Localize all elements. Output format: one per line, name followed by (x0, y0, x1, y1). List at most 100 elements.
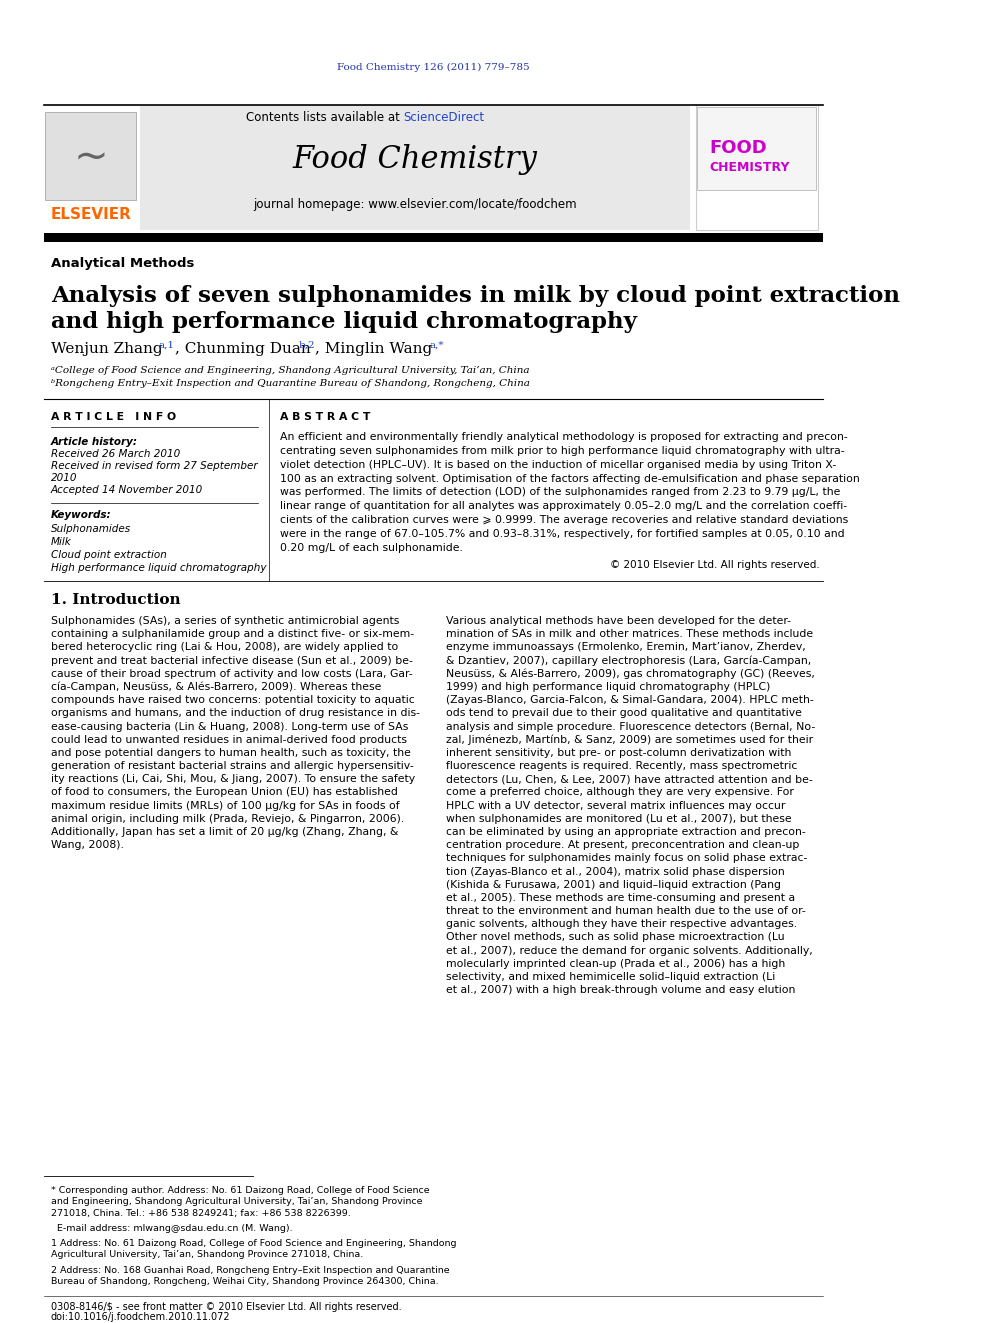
Text: Other novel methods, such as solid phase microextraction (Lu: Other novel methods, such as solid phase… (445, 933, 785, 942)
Text: when sulphonamides are monitored (Lu et al., 2007), but these: when sulphonamides are monitored (Lu et … (445, 814, 792, 824)
Text: journal homepage: www.elsevier.com/locate/foodchem: journal homepage: www.elsevier.com/locat… (253, 198, 577, 212)
Text: Analysis of seven sulphonamides in milk by cloud point extraction: Analysis of seven sulphonamides in milk … (51, 284, 900, 307)
Text: * Corresponding author. Address: No. 61 Daizong Road, College of Food Science: * Corresponding author. Address: No. 61 … (51, 1185, 430, 1195)
Text: Bureau of Shandong, Rongcheng, Weihai City, Shandong Province 264300, China.: Bureau of Shandong, Rongcheng, Weihai Ci… (51, 1277, 438, 1286)
Text: inherent sensitivity, but pre- or post-column derivatization with: inherent sensitivity, but pre- or post-c… (445, 747, 791, 758)
Text: ity reactions (Li, Cai, Shi, Mou, & Jiang, 2007). To ensure the safety: ity reactions (Li, Cai, Shi, Mou, & Jian… (51, 774, 415, 785)
Text: 100 as an extracting solvent. Optimisation of the factors affecting de-emulsific: 100 as an extracting solvent. Optimisati… (280, 474, 859, 484)
Text: ᵇRongcheng Entry–Exit Inspection and Quarantine Bureau of Shandong, Rongcheng, C: ᵇRongcheng Entry–Exit Inspection and Qua… (51, 378, 530, 388)
Text: Milk: Milk (51, 537, 71, 548)
Text: maximum residue limits (MRLs) of 100 μg/kg for SAs in foods of: maximum residue limits (MRLs) of 100 μg/… (51, 800, 400, 811)
Text: centration procedure. At present, preconcentration and clean-up: centration procedure. At present, precon… (445, 840, 799, 851)
Text: Food Chemistry: Food Chemistry (293, 144, 538, 175)
Text: Agricultural University, Tai’an, Shandong Province 271018, China.: Agricultural University, Tai’an, Shandon… (51, 1250, 363, 1259)
Text: zal, Jiménezb, Martínb, & Sanz, 2009) are sometimes used for their: zal, Jiménezb, Martínb, & Sanz, 2009) ar… (445, 734, 812, 745)
Text: , Chunming Duan: , Chunming Duan (175, 343, 310, 356)
Text: Sulphonamides (SAs), a series of synthetic antimicrobial agents: Sulphonamides (SAs), a series of synthet… (51, 617, 399, 626)
Text: Article history:: Article history: (51, 438, 138, 447)
Text: compounds have raised two concerns: potential toxicity to aquatic: compounds have raised two concerns: pote… (51, 695, 415, 705)
Text: b,2: b,2 (299, 341, 315, 351)
Text: High performance liquid chromatography: High performance liquid chromatography (51, 564, 266, 573)
Text: analysis and simple procedure. Fluorescence detectors (Bernal, No-: analysis and simple procedure. Fluoresce… (445, 721, 814, 732)
Text: could lead to unwanted residues in animal-derived food products: could lead to unwanted residues in anima… (51, 734, 407, 745)
Text: Wenjun Zhang: Wenjun Zhang (51, 343, 163, 356)
Text: can be eliminated by using an appropriate extraction and precon-: can be eliminated by using an appropriat… (445, 827, 806, 837)
Text: animal origin, including milk (Prada, Reviejo, & Pingarron, 2006).: animal origin, including milk (Prada, Re… (51, 814, 404, 824)
Bar (697, 107, 816, 189)
Text: & Dzantiev, 2007), capillary electrophoresis (Lara, García-Campan,: & Dzantiev, 2007), capillary electrophor… (445, 655, 810, 665)
Text: © 2010 Elsevier Ltd. All rights reserved.: © 2010 Elsevier Ltd. All rights reserved… (610, 560, 819, 570)
Text: 0308-8146/$ - see front matter © 2010 Elsevier Ltd. All rights reserved.: 0308-8146/$ - see front matter © 2010 El… (51, 1302, 402, 1312)
Text: Received in revised form 27 September: Received in revised form 27 September (51, 462, 257, 471)
Text: come a preferred choice, although they are very expensive. For: come a preferred choice, although they a… (445, 787, 794, 798)
Text: and high performance liquid chromatography: and high performance liquid chromatograp… (51, 311, 637, 332)
Text: a,*: a,* (430, 341, 444, 351)
Text: centrating seven sulphonamides from milk prior to high performance liquid chroma: centrating seven sulphonamides from milk… (280, 446, 844, 456)
Text: A B S T R A C T: A B S T R A C T (280, 413, 370, 422)
Text: and pose potential dangers to human health, such as toxicity, the: and pose potential dangers to human heal… (51, 747, 411, 758)
Text: cause of their broad spectrum of activity and low costs (Lara, Gar-: cause of their broad spectrum of activit… (51, 669, 413, 679)
Text: FOOD: FOOD (709, 139, 767, 157)
Bar (46, 112, 136, 200)
Text: , Minglin Wang: , Minglin Wang (315, 343, 433, 356)
Text: A R T I C L E   I N F O: A R T I C L E I N F O (51, 413, 176, 422)
Text: a,1: a,1 (158, 341, 175, 351)
Text: et al., 2005). These methods are time-consuming and present a: et al., 2005). These methods are time-co… (445, 893, 795, 902)
Text: Sulphonamides: Sulphonamides (51, 524, 131, 534)
Text: 271018, China. Tel.: +86 538 8249241; fax: +86 538 8226399.: 271018, China. Tel.: +86 538 8249241; fa… (51, 1209, 350, 1217)
Text: ganic solvents, although they have their respective advantages.: ganic solvents, although they have their… (445, 919, 797, 929)
Text: mination of SAs in milk and other matrices. These methods include: mination of SAs in milk and other matric… (445, 630, 812, 639)
Text: (Kishida & Furusawa, 2001) and liquid–liquid extraction (Pang: (Kishida & Furusawa, 2001) and liquid–li… (445, 880, 781, 889)
Text: ELSEVIER: ELSEVIER (51, 208, 131, 222)
Text: doi:10.1016/j.foodchem.2010.11.072: doi:10.1016/j.foodchem.2010.11.072 (51, 1312, 230, 1322)
Text: generation of resistant bacterial strains and allergic hypersensitiv-: generation of resistant bacterial strain… (51, 761, 414, 771)
Bar (44, 110, 138, 209)
Text: Analytical Methods: Analytical Methods (51, 257, 194, 270)
Text: 2 Address: No. 168 Guanhai Road, Rongcheng Entry–Exit Inspection and Quarantine: 2 Address: No. 168 Guanhai Road, Rongche… (51, 1266, 449, 1274)
Text: Food Chemistry 126 (2011) 779–785: Food Chemistry 126 (2011) 779–785 (337, 64, 530, 73)
Text: detectors (Lu, Chen, & Lee, 2007) have attracted attention and be-: detectors (Lu, Chen, & Lee, 2007) have a… (445, 774, 812, 785)
Text: HPLC with a UV detector, several matrix influences may occur: HPLC with a UV detector, several matrix … (445, 800, 785, 811)
Text: organisms and humans, and the induction of drug resistance in dis-: organisms and humans, and the induction … (51, 708, 420, 718)
Text: Various analytical methods have been developed for the deter-: Various analytical methods have been dev… (445, 617, 791, 626)
Bar (44, 233, 823, 242)
Text: Accepted 14 November 2010: Accepted 14 November 2010 (51, 486, 203, 495)
Text: (Zayas-Blanco, Garcia-Falcon, & Simal-Gandara, 2004). HPLC meth-: (Zayas-Blanco, Garcia-Falcon, & Simal-Ga… (445, 695, 813, 705)
Text: ScienceDirect: ScienceDirect (404, 111, 485, 124)
Text: 1999) and high performance liquid chromatography (HPLC): 1999) and high performance liquid chroma… (445, 681, 770, 692)
Text: prevent and treat bacterial infective disease (Sun et al., 2009) be-: prevent and treat bacterial infective di… (51, 656, 413, 665)
Text: ease-causing bacteria (Lin & Huang, 2008). Long-term use of SAs: ease-causing bacteria (Lin & Huang, 2008… (51, 721, 408, 732)
Text: of food to consumers, the European Union (EU) has established: of food to consumers, the European Union… (51, 787, 398, 798)
Text: and Engineering, Shandong Agricultural University, Tai’an, Shandong Province: and Engineering, Shandong Agricultural U… (51, 1197, 423, 1207)
Text: et al., 2007), reduce the demand for organic solvents. Additionally,: et al., 2007), reduce the demand for org… (445, 946, 812, 955)
Text: Keywords:: Keywords: (51, 511, 111, 520)
Text: 2010: 2010 (51, 474, 77, 483)
Text: et al., 2007) with a high break-through volume and easy elution: et al., 2007) with a high break-through … (445, 986, 795, 995)
Bar (140, 105, 690, 230)
Text: 1. Introduction: 1. Introduction (51, 593, 181, 607)
Text: linear range of quantitation for all analytes was approximately 0.05–2.0 mg/L an: linear range of quantitation for all ana… (280, 501, 847, 511)
Text: cía-Campan, Neusüss, & Alés-Barrero, 2009). Whereas these: cía-Campan, Neusüss, & Alés-Barrero, 200… (51, 681, 381, 692)
Text: 0.20 mg/L of each sulphonamide.: 0.20 mg/L of each sulphonamide. (280, 542, 462, 553)
Text: Contents lists available at: Contents lists available at (246, 111, 404, 124)
Text: molecularly imprinted clean-up (Prada et al., 2006) has a high: molecularly imprinted clean-up (Prada et… (445, 959, 785, 968)
Text: CHEMISTRY: CHEMISTRY (709, 161, 790, 175)
Text: Additionally, Japan has set a limit of 20 μg/kg (Zhang, Zhang, &: Additionally, Japan has set a limit of 2… (51, 827, 398, 837)
Text: 1 Address: No. 61 Daizong Road, College of Food Science and Engineering, Shandon: 1 Address: No. 61 Daizong Road, College … (51, 1238, 456, 1248)
Text: violet detection (HPLC–UV). It is based on the induction of micellar organised m: violet detection (HPLC–UV). It is based … (280, 460, 836, 470)
Text: Wang, 2008).: Wang, 2008). (51, 840, 124, 851)
Text: Received 26 March 2010: Received 26 March 2010 (51, 450, 180, 459)
Text: were in the range of 67.0–105.7% and 0.93–8.31%, respectively, for fortified sam: were in the range of 67.0–105.7% and 0.9… (280, 529, 844, 538)
Text: containing a sulphanilamide group and a distinct five- or six-mem-: containing a sulphanilamide group and a … (51, 630, 414, 639)
Text: ~: ~ (73, 136, 108, 179)
Text: ᵃCollege of Food Science and Engineering, Shandong Agricultural University, Tai’: ᵃCollege of Food Science and Engineering… (51, 366, 529, 374)
Text: techniques for sulphonamides mainly focus on solid phase extrac-: techniques for sulphonamides mainly focu… (445, 853, 807, 864)
Text: An efficient and environmentally friendly analytical methodology is proposed for: An efficient and environmentally friendl… (280, 433, 847, 442)
Text: tion (Zayas-Blanco et al., 2004), matrix solid phase dispersion: tion (Zayas-Blanco et al., 2004), matrix… (445, 867, 785, 877)
Text: cients of the calibration curves were ⩾ 0.9999. The average recoveries and relat: cients of the calibration curves were ⩾ … (280, 515, 848, 525)
Text: Neusüss, & Alés-Barrero, 2009), gas chromatography (GC) (Reeves,: Neusüss, & Alés-Barrero, 2009), gas chro… (445, 668, 814, 679)
Text: E-mail address: mlwang@sdau.edu.cn (M. Wang).: E-mail address: mlwang@sdau.edu.cn (M. W… (51, 1224, 293, 1233)
Text: bered heterocyclic ring (Lai & Hou, 2008), are widely applied to: bered heterocyclic ring (Lai & Hou, 2008… (51, 643, 398, 652)
Text: was performed. The limits of detection (LOD) of the sulphonamides ranged from 2.: was performed. The limits of detection (… (280, 487, 840, 497)
Text: Cloud point extraction: Cloud point extraction (51, 550, 167, 560)
